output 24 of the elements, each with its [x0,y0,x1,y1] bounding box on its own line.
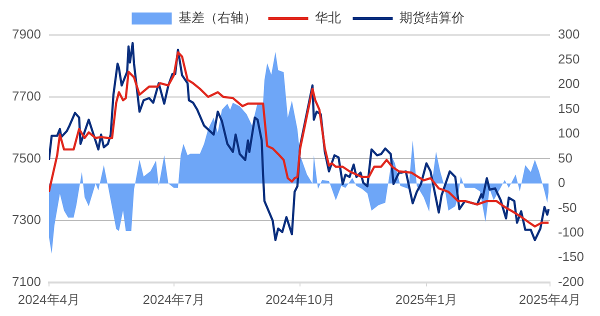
y-tick-label: 7100 [12,274,41,289]
y2-tick-label: 300 [558,26,580,42]
legend-label: 基差（右轴） [178,10,256,26]
y2-tick-label: -150 [558,249,584,264]
y2-tick-label: 250 [558,51,580,66]
x-tick-label: 2024年7月 [142,292,205,307]
x-tick-label: 2024年10月 [265,292,335,307]
x-tick-label: 2025年1月 [395,292,458,307]
x-tick-label: 2024年4月 [18,292,80,307]
x-tick-label: 2025年4月 [518,292,582,307]
y2-tick-label: -100 [558,224,584,240]
y-tick-label: 7700 [12,88,41,104]
legend-label: 华北 [314,10,341,26]
y-tick-label: 7300 [12,212,41,228]
y2-tick-label: 150 [558,100,580,116]
y-tick-label: 7900 [12,26,41,42]
y-tick-label: 7500 [12,150,41,166]
y2-tick-label: 100 [558,126,580,141]
legend-label: 期货结算价 [399,10,464,26]
y2-tick-label: -200 [558,274,584,289]
y2-tick-label: 200 [558,76,580,92]
y2-tick-label: -50 [558,200,577,215]
y2-tick-label: 0 [558,175,566,190]
y2-tick-label: 50 [558,150,572,166]
